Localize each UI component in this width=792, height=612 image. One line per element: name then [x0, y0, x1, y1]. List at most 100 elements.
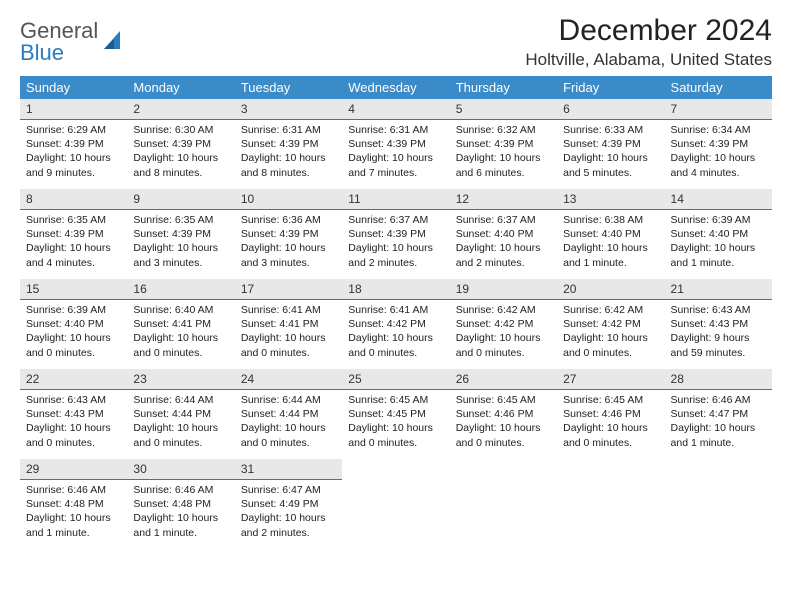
logo-line2: Blue — [20, 42, 98, 64]
day-number: 31 — [235, 459, 342, 480]
sunrise-text: Sunrise: 6:46 AM — [671, 393, 766, 407]
daylight-text: Daylight: 10 hours and 0 minutes. — [348, 421, 443, 449]
day-number: 21 — [665, 279, 772, 300]
sunset-text: Sunset: 4:49 PM — [241, 497, 336, 511]
sunrise-text: Sunrise: 6:33 AM — [563, 123, 658, 137]
calendar-cell: 15Sunrise: 6:39 AMSunset: 4:40 PMDayligh… — [20, 279, 127, 369]
calendar-week: 15Sunrise: 6:39 AMSunset: 4:40 PMDayligh… — [20, 279, 772, 369]
sunset-text: Sunset: 4:39 PM — [133, 137, 228, 151]
sunset-text: Sunset: 4:39 PM — [26, 137, 121, 151]
day-details: Sunrise: 6:44 AMSunset: 4:44 PMDaylight:… — [235, 390, 342, 456]
day-details: Sunrise: 6:40 AMSunset: 4:41 PMDaylight:… — [127, 300, 234, 366]
day-details: Sunrise: 6:31 AMSunset: 4:39 PMDaylight:… — [342, 120, 449, 186]
calendar-cell: 9Sunrise: 6:35 AMSunset: 4:39 PMDaylight… — [127, 189, 234, 279]
day-number: 6 — [557, 99, 664, 120]
sunset-text: Sunset: 4:48 PM — [133, 497, 228, 511]
sunrise-text: Sunrise: 6:36 AM — [241, 213, 336, 227]
sunrise-text: Sunrise: 6:35 AM — [26, 213, 121, 227]
day-details: Sunrise: 6:39 AMSunset: 4:40 PMDaylight:… — [20, 300, 127, 366]
sunset-text: Sunset: 4:44 PM — [241, 407, 336, 421]
calendar-week: 1Sunrise: 6:29 AMSunset: 4:39 PMDaylight… — [20, 99, 772, 189]
day-number: 8 — [20, 189, 127, 210]
daylight-text: Daylight: 10 hours and 0 minutes. — [563, 421, 658, 449]
day-number: 14 — [665, 189, 772, 210]
calendar-cell: 23Sunrise: 6:44 AMSunset: 4:44 PMDayligh… — [127, 369, 234, 459]
day-details: Sunrise: 6:45 AMSunset: 4:46 PMDaylight:… — [450, 390, 557, 456]
daylight-text: Daylight: 10 hours and 2 minutes. — [456, 241, 551, 269]
sunrise-text: Sunrise: 6:41 AM — [241, 303, 336, 317]
calendar-cell — [665, 459, 772, 549]
calendar-cell: 24Sunrise: 6:44 AMSunset: 4:44 PMDayligh… — [235, 369, 342, 459]
sunset-text: Sunset: 4:39 PM — [133, 227, 228, 241]
day-number: 22 — [20, 369, 127, 390]
sunset-text: Sunset: 4:39 PM — [241, 227, 336, 241]
day-details: Sunrise: 6:46 AMSunset: 4:47 PMDaylight:… — [665, 390, 772, 456]
day-details: Sunrise: 6:43 AMSunset: 4:43 PMDaylight:… — [20, 390, 127, 456]
daylight-text: Daylight: 10 hours and 1 minute. — [563, 241, 658, 269]
sunset-text: Sunset: 4:42 PM — [456, 317, 551, 331]
calendar-cell: 27Sunrise: 6:45 AMSunset: 4:46 PMDayligh… — [557, 369, 664, 459]
sunset-text: Sunset: 4:39 PM — [26, 227, 121, 241]
day-details: Sunrise: 6:43 AMSunset: 4:43 PMDaylight:… — [665, 300, 772, 366]
sunrise-text: Sunrise: 6:44 AM — [241, 393, 336, 407]
sunrise-text: Sunrise: 6:34 AM — [671, 123, 766, 137]
day-number: 18 — [342, 279, 449, 300]
sunset-text: Sunset: 4:48 PM — [26, 497, 121, 511]
location-text: Holtville, Alabama, United States — [525, 50, 772, 70]
calendar-cell: 8 Sunrise: 6:35 AMSunset: 4:39 PMDaylight… — [20, 189, 127, 279]
day-details: Sunrise: 6:46 AMSunset: 4:48 PMDaylight:… — [20, 480, 127, 546]
daylight-text: Daylight: 10 hours and 4 minutes. — [26, 241, 121, 269]
daylight-text: Daylight: 10 hours and 1 minute. — [26, 511, 121, 539]
sunset-text: Sunset: 4:47 PM — [671, 407, 766, 421]
day-number: 30 — [127, 459, 234, 480]
day-details: Sunrise: 6:31 AMSunset: 4:39 PMDaylight:… — [235, 120, 342, 186]
sunrise-text: Sunrise: 6:35 AM — [133, 213, 228, 227]
day-number: 2 — [127, 99, 234, 120]
day-details: Sunrise: 6:42 AMSunset: 4:42 PMDaylight:… — [450, 300, 557, 366]
sunset-text: Sunset: 4:46 PM — [456, 407, 551, 421]
calendar-cell: 20Sunrise: 6:42 AMSunset: 4:42 PMDayligh… — [557, 279, 664, 369]
sunrise-text: Sunrise: 6:37 AM — [348, 213, 443, 227]
sunset-text: Sunset: 4:40 PM — [563, 227, 658, 241]
calendar-cell: 12Sunrise: 6:37 AMSunset: 4:40 PMDayligh… — [450, 189, 557, 279]
calendar-cell: 11Sunrise: 6:37 AMSunset: 4:39 PMDayligh… — [342, 189, 449, 279]
day-details: Sunrise: 6:47 AMSunset: 4:49 PMDaylight:… — [235, 480, 342, 546]
sunrise-text: Sunrise: 6:43 AM — [671, 303, 766, 317]
daylight-text: Daylight: 10 hours and 1 minute. — [671, 241, 766, 269]
sunrise-text: Sunrise: 6:47 AM — [241, 483, 336, 497]
day-number: 4 — [342, 99, 449, 120]
day-details: Sunrise: 6:36 AMSunset: 4:39 PMDaylight:… — [235, 210, 342, 276]
calendar-cell: 30Sunrise: 6:46 AMSunset: 4:48 PMDayligh… — [127, 459, 234, 549]
daylight-text: Daylight: 10 hours and 8 minutes. — [133, 151, 228, 179]
sunrise-text: Sunrise: 6:39 AM — [671, 213, 766, 227]
sunrise-text: Sunrise: 6:38 AM — [563, 213, 658, 227]
day-header: Sunday — [20, 76, 127, 99]
day-details: Sunrise: 6:45 AMSunset: 4:45 PMDaylight:… — [342, 390, 449, 456]
calendar-week: 29Sunrise: 6:46 AMSunset: 4:48 PMDayligh… — [20, 459, 772, 549]
calendar-cell: 14Sunrise: 6:39 AMSunset: 4:40 PMDayligh… — [665, 189, 772, 279]
daylight-text: Daylight: 10 hours and 7 minutes. — [348, 151, 443, 179]
sail-icon — [102, 29, 126, 56]
day-details: Sunrise: 6:41 AMSunset: 4:41 PMDaylight:… — [235, 300, 342, 366]
sunrise-text: Sunrise: 6:40 AM — [133, 303, 228, 317]
day-details: Sunrise: 6:41 AMSunset: 4:42 PMDaylight:… — [342, 300, 449, 366]
sunset-text: Sunset: 4:39 PM — [671, 137, 766, 151]
day-header: Tuesday — [235, 76, 342, 99]
sunset-text: Sunset: 4:43 PM — [671, 317, 766, 331]
calendar-cell: 18Sunrise: 6:41 AMSunset: 4:42 PMDayligh… — [342, 279, 449, 369]
day-details: Sunrise: 6:35 AMSunset: 4:39 PMDaylight:… — [127, 210, 234, 276]
sunrise-text: Sunrise: 6:45 AM — [563, 393, 658, 407]
day-details: Sunrise: 6:30 AMSunset: 4:39 PMDaylight:… — [127, 120, 234, 186]
sunset-text: Sunset: 4:39 PM — [456, 137, 551, 151]
calendar-page: General Blue December 2024 Holtville, Al… — [0, 0, 792, 563]
day-details: Sunrise: 6:37 AMSunset: 4:39 PMDaylight:… — [342, 210, 449, 276]
sunset-text: Sunset: 4:39 PM — [563, 137, 658, 151]
day-number: 17 — [235, 279, 342, 300]
sunrise-text: Sunrise: 6:31 AM — [241, 123, 336, 137]
daylight-text: Daylight: 9 hours and 59 minutes. — [671, 331, 766, 359]
sunset-text: Sunset: 4:40 PM — [26, 317, 121, 331]
day-header: Wednesday — [342, 76, 449, 99]
day-header: Friday — [557, 76, 664, 99]
day-number: 1 — [20, 99, 127, 120]
sunset-text: Sunset: 4:41 PM — [241, 317, 336, 331]
